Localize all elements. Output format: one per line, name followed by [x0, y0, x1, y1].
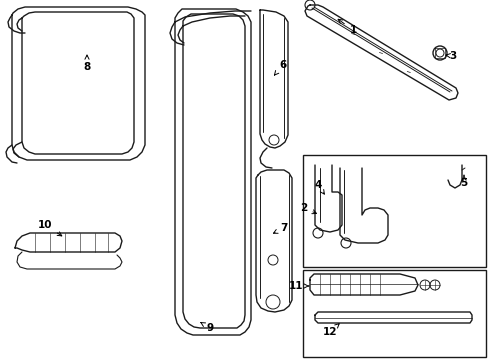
Text: 5: 5: [459, 175, 467, 188]
Text: 2: 2: [300, 203, 316, 214]
Text: 12: 12: [322, 324, 339, 337]
Text: 8: 8: [83, 55, 90, 72]
Bar: [303, 270, 485, 357]
Text: 4: 4: [314, 180, 324, 194]
Text: 7: 7: [273, 223, 287, 233]
Text: 3: 3: [445, 51, 456, 61]
Text: 9: 9: [201, 323, 213, 333]
Bar: [303, 155, 485, 267]
Text: 11: 11: [288, 281, 308, 291]
Text: 1: 1: [337, 19, 356, 35]
Text: 6: 6: [274, 60, 286, 75]
Text: 10: 10: [38, 220, 61, 236]
